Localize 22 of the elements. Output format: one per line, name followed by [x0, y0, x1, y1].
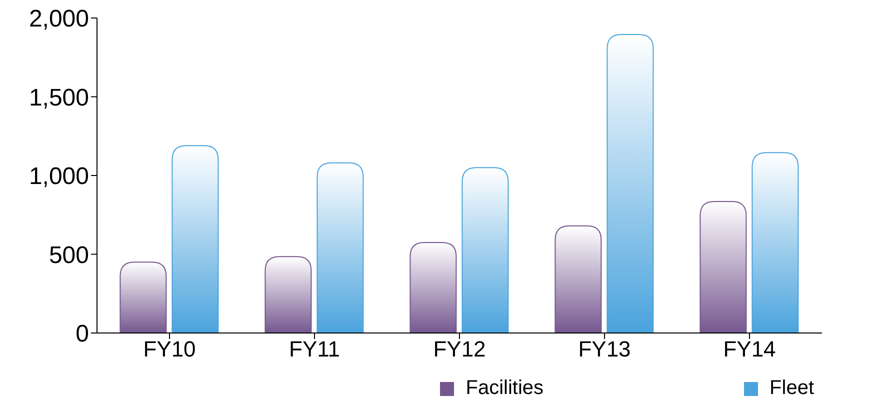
bar [462, 167, 509, 333]
y-tick-label: 2,000 [28, 6, 89, 33]
y-tick-label: 500 [48, 242, 89, 269]
legend-label: Facilities [466, 377, 544, 400]
bar [700, 200, 747, 333]
x-tick-label: FY14 [723, 336, 776, 362]
y-tick-label: 1,500 [28, 84, 89, 112]
bar [120, 262, 167, 333]
x-tick-label: FY10 [143, 336, 196, 362]
bar [606, 34, 654, 333]
y-tick-label: 1,000 [28, 163, 89, 190]
x-tick-label: FY12 [433, 336, 486, 362]
bar [316, 162, 364, 333]
bar [752, 152, 799, 333]
x-tick-label: FY11 [289, 336, 340, 362]
y-tick-label: 0 [76, 320, 89, 348]
x-tick-label: FY13 [578, 336, 631, 362]
bar [410, 242, 457, 333]
legend-label: Fleet [770, 377, 814, 400]
bar [172, 145, 219, 333]
bar [554, 225, 602, 333]
bar [264, 256, 312, 333]
